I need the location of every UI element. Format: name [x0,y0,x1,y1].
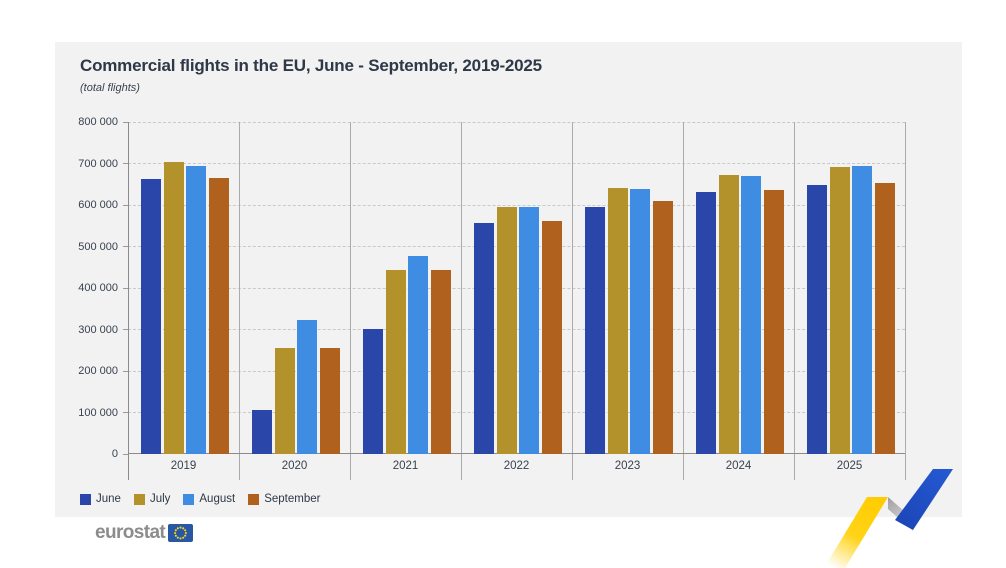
y-axis-label: 100 000 [78,406,118,419]
bar-september-2023 [652,201,673,454]
bar-august-2021 [408,255,428,454]
y-axis-label: 300 000 [78,323,118,336]
legend-swatch [183,493,195,505]
x-axis-label: 2022 [503,460,530,472]
legend-label: June [96,493,121,505]
eurostat-logo-text: eurostat [95,522,166,543]
x-axis-label: 2020 [281,460,308,472]
category-separator [904,122,906,480]
bar-august-2025 [852,166,872,454]
chart-title: Commercial flights in the EU, June - Sep… [80,56,542,75]
bar-september-2024 [763,190,784,454]
bar-june-2021 [363,328,383,454]
y-axis-tick [123,412,128,413]
legend-label: July [149,493,171,505]
y-axis-tick [123,121,128,123]
category-separator [682,122,684,480]
legend: June July August September [80,493,320,505]
y-axis-tick [123,287,128,289]
y-axis-label: 200 000 [78,365,118,377]
bar-july-2022 [496,207,517,454]
gridline [128,204,905,206]
legend-item-june: June [80,493,121,505]
bar-august-2019 [186,165,206,454]
category-separator [571,122,573,480]
legend-item-august: August [183,493,235,505]
bar-july-2023 [607,188,628,454]
legend-swatch [133,493,145,505]
y-axis-label: 400 000 [78,282,118,294]
gridline [128,163,905,164]
bar-july-2021 [385,270,406,454]
legend-label: August [199,493,236,505]
bar-september-2025 [874,182,895,454]
category-separator [793,122,795,480]
gridline [128,121,905,123]
x-axis-label: 2024 [725,460,752,472]
x-axis-line [128,453,905,454]
bar-june-2023 [585,207,605,454]
bar-september-2019 [208,178,229,454]
swoosh-yellow-band [824,497,888,568]
eurostat-logo: eurostat [95,522,194,544]
gridline [128,370,905,372]
y-axis-tick [123,453,128,455]
category-separator [238,122,240,480]
x-axis-label: 2021 [392,460,419,472]
gridline [128,412,905,413]
y-axis-label: 700 000 [78,157,118,170]
bar-july-2019 [163,162,184,454]
gridline [128,246,905,247]
legend-swatch [248,493,260,505]
bar-september-2021 [430,270,451,454]
gridline [128,329,905,330]
bar-june-2024 [696,192,716,454]
bar-june-2022 [474,223,494,454]
category-separator [460,122,462,480]
bar-july-2020 [274,347,295,454]
y-axis-line [128,122,129,480]
y-axis-tick [123,163,128,164]
bar-august-2022 [519,206,539,454]
y-axis-tick [123,370,128,372]
bar-august-2024 [741,175,761,454]
category-separator [349,122,351,480]
bar-september-2022 [541,221,562,454]
bar-august-2023 [630,189,650,454]
y-axis-tick [123,204,128,206]
y-axis-label: 600 000 [78,199,118,211]
swoosh-blue-band [895,469,953,530]
legend-item-july: July [133,493,171,505]
x-axis-label: 2025 [836,460,863,472]
chart-subtitle: (total flights) [80,82,140,94]
bar-august-2020 [297,319,317,454]
legend-item-september: September [248,493,320,505]
plot-area: 0 100 000 200 000 300 000 400 000 500 000 600 … [78,116,906,480]
y-axis-tick [123,329,128,330]
legend-label: September [264,493,321,505]
y-axis-label: 0 [111,448,118,460]
bar-july-2025 [829,167,850,454]
bar-june-2025 [807,185,827,454]
swoosh-decoration [824,469,953,568]
bar-june-2019 [141,179,161,454]
bar-june-2020 [252,410,272,454]
chart-card: Commercial flights in the EU, June - Sep… [55,42,962,517]
y-axis-label: 800 000 [78,116,118,128]
gridline [128,287,905,289]
y-axis-label: 500 000 [78,240,118,253]
x-axis-label: 2023 [614,460,641,472]
bar-september-2020 [319,347,340,454]
bar-july-2024 [718,175,739,454]
x-axis-label: 2019 [170,460,197,472]
legend-swatch [80,493,91,505]
eu-flag-icon [168,524,194,542]
y-axis-tick [123,246,128,247]
